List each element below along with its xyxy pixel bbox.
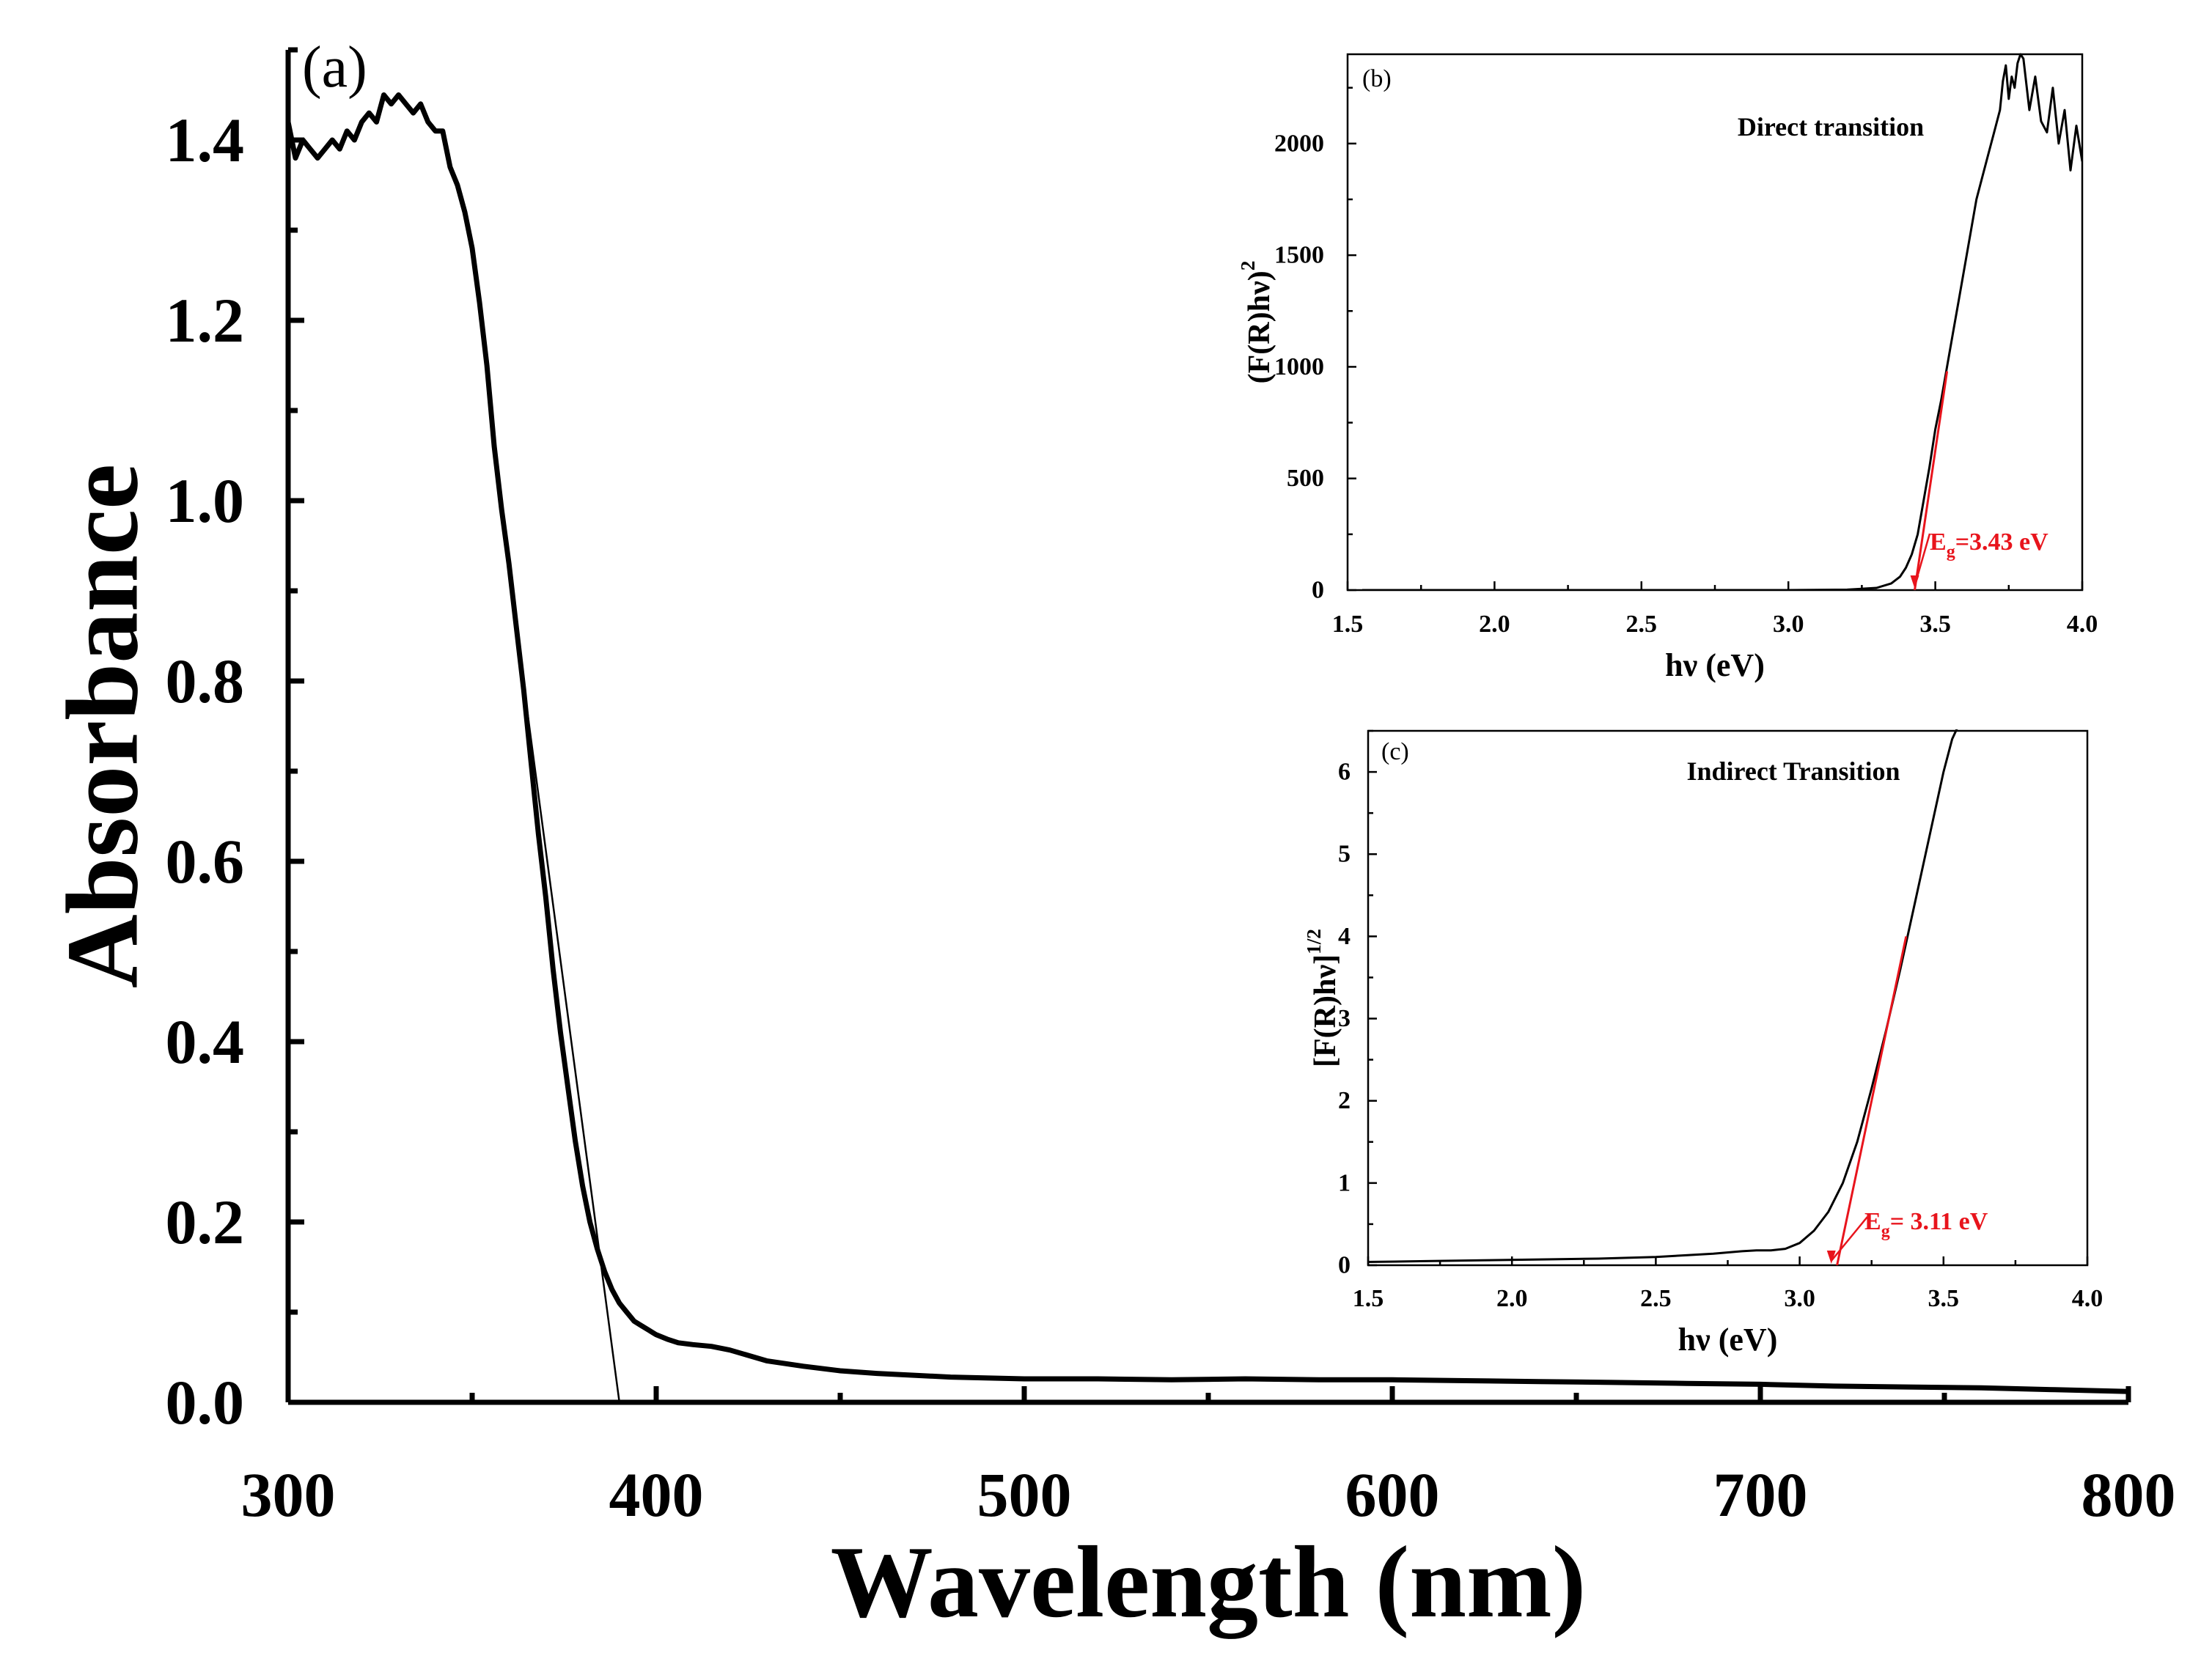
eg-arrow-head	[1826, 1251, 1836, 1264]
eg-annotation-value: =3.43 eV	[1955, 529, 2049, 556]
y-axis-label-main: [F(R)hν]	[1309, 954, 1342, 1067]
x-axis-label: Wavelength (nm)	[831, 1525, 1587, 1639]
panel-label: (b)	[1362, 65, 1392, 92]
panel-c: 1.5 2.0 2.5 3.0 3.5 4.0 0 1 2 3 4 5 6 hν (eV) [F(R)hν]…	[1303, 729, 2103, 1358]
series-tangent	[1914, 371, 1949, 590]
eg-annotation-subscript: g	[1881, 1222, 1890, 1241]
inset-title: Indirect Transition	[1686, 756, 1900, 786]
x-tick-label: 600	[1345, 1459, 1440, 1530]
eg-annotation-symbol: E	[1864, 1208, 1881, 1235]
y-tick-label: 1.0	[166, 465, 245, 536]
y-axis-label: (F(R)hν)2	[1237, 261, 1276, 384]
x-tick-label: 4.0	[2067, 611, 2098, 638]
y-tick-label: 500	[1287, 465, 1324, 492]
y-tick-label: 6	[1338, 759, 1351, 786]
x-tick-label: 400	[609, 1459, 704, 1530]
x-tick-label: 3.0	[1784, 1285, 1815, 1312]
y-tick-label: 3	[1338, 1005, 1351, 1032]
y-tick-label: 1	[1338, 1169, 1351, 1196]
y-axis-label: Absorbance	[46, 464, 160, 989]
eg-annotation: Eg=3.43 eV	[1930, 529, 2049, 562]
series-data	[1362, 53, 2082, 590]
x-tick-label: 1.5	[1353, 1285, 1384, 1312]
x-tick-label: 2.5	[1626, 611, 1658, 638]
series-tangent	[500, 518, 621, 1402]
x-tick-label: 3.0	[1773, 611, 1804, 638]
x-axis-label: hν (eV)	[1665, 647, 1765, 683]
x-tick-label: 2.0	[1496, 1285, 1528, 1312]
series-data	[1368, 729, 1958, 1263]
x-axis-label: hν (eV)	[1678, 1322, 1778, 1358]
x-tick-label: 2.0	[1479, 611, 1510, 638]
y-tick-label: 1.2	[166, 285, 245, 356]
y-tick-label: 1.4	[166, 105, 245, 175]
x-tick-label: 800	[2081, 1459, 2176, 1530]
inset-title: Direct transition	[1738, 112, 1924, 141]
y-tick-label: 1500	[1274, 242, 1324, 269]
y-tick-label: 5	[1338, 841, 1351, 868]
eg-annotation-subscript: g	[1947, 542, 1955, 562]
x-tick-label: 2.5	[1640, 1285, 1672, 1312]
y-tick-label: 2000	[1274, 130, 1324, 157]
eg-annotation-value: = 3.11 eV	[1890, 1208, 1988, 1235]
y-axis-label: [F(R)hν]1/2	[1303, 929, 1342, 1067]
y-tick-label: 0.4	[166, 1006, 245, 1077]
y-axis-label-superscript: 2	[1237, 261, 1259, 271]
panel-a: 300 400 500 600 700 8000.00.20.40.60.81.01.21…	[46, 35, 2176, 1639]
x-tick-label: 3.5	[1928, 1285, 1960, 1312]
x-tick-label: 700	[1713, 1459, 1808, 1530]
series-tangent	[1836, 936, 1908, 1265]
y-tick-label: 0.2	[166, 1187, 245, 1257]
y-tick-label: 1000	[1274, 353, 1324, 380]
y-axis-label-main: (F(R)hν)	[1243, 270, 1276, 383]
x-tick-label: 300	[241, 1459, 336, 1530]
panel-label: (a)	[302, 35, 367, 100]
y-tick-label: 0.6	[166, 826, 245, 897]
y-tick-label: 0.8	[166, 646, 245, 716]
y-axis-label-superscript: 1/2	[1303, 929, 1325, 954]
series-absorbance	[288, 92, 2128, 1394]
y-tick-label: 0	[1338, 1252, 1351, 1279]
eg-arrow-shaft	[1830, 1216, 1868, 1262]
eg-arrow-head	[1910, 575, 1919, 589]
x-tick-label: 500	[977, 1459, 1072, 1530]
x-tick-label: 3.5	[1919, 611, 1951, 638]
eg-annotation-symbol: E	[1930, 529, 1947, 556]
y-tick-label: 2	[1338, 1087, 1351, 1114]
eg-annotation: Eg= 3.11 eV	[1864, 1208, 1988, 1241]
panel-b: 1.5 2.0 2.5 3.0 3.5 4.0 0 500 1000 1500 2000 hν (eV…	[1237, 53, 2098, 683]
x-tick-label: 4.0	[2072, 1285, 2103, 1312]
y-tick-label: 4	[1338, 923, 1351, 950]
y-tick-label: 0.0	[166, 1367, 245, 1437]
x-tick-label: 1.5	[1332, 611, 1364, 638]
y-tick-label: 0	[1312, 577, 1324, 604]
panel-label: (c)	[1381, 738, 1409, 765]
